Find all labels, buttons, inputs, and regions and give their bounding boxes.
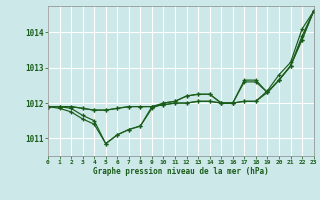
X-axis label: Graphe pression niveau de la mer (hPa): Graphe pression niveau de la mer (hPa) [93, 167, 269, 176]
